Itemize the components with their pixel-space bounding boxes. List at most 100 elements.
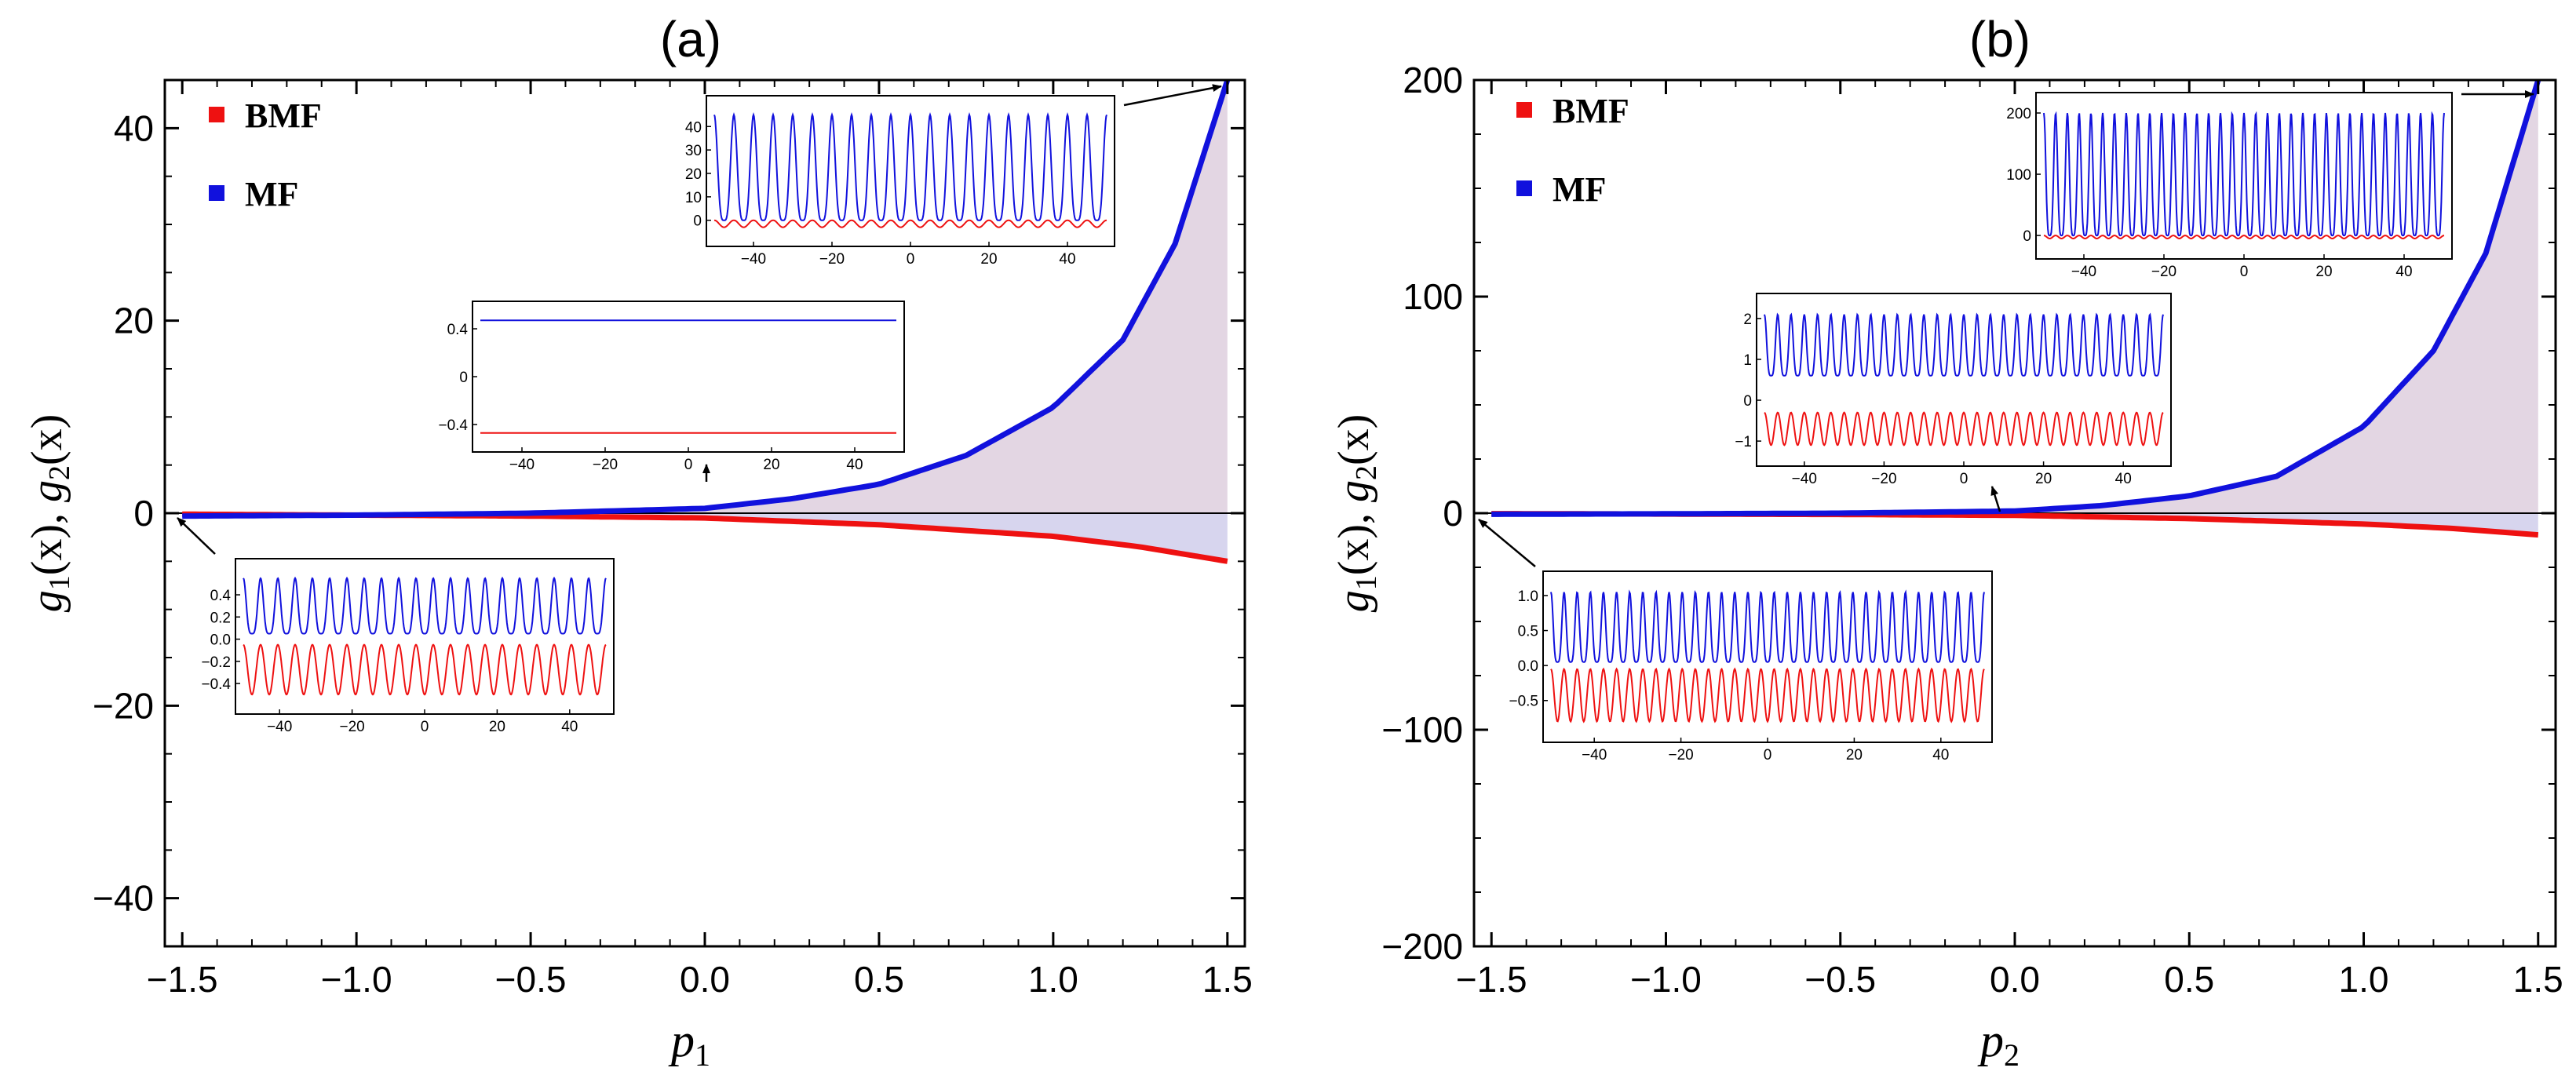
inset-x-tick-label: 0 [907,251,915,268]
inset-x-tick-label: −40 [267,719,292,735]
mf-shaded-area [1491,80,2538,513]
inset-mf-curve [2043,111,2445,237]
y-label-g1: g [1330,590,1378,612]
inset-mf-curve [713,112,1107,221]
inset-y-tick-label: 1 [1743,352,1752,369]
inset-pointer-arrow [1990,486,2001,512]
inset-y-tick-label: 0.2 [210,610,231,626]
y-label-mid: (x), [23,502,71,575]
x-axis-label-main: p [1977,1015,2004,1066]
inset-y-tick-label: 1.0 [1518,589,1538,605]
inset-y-tick-label: 40 [685,119,702,136]
inset-x-tick-label: −20 [1871,471,1896,487]
legend-swatch-bmf [209,107,224,122]
x-tick-label: −1.0 [321,959,392,1000]
x-tick-label: 1.5 [1202,959,1253,1000]
inset-y-tick-label: 200 [2006,106,2031,122]
inset-x-tick-label: −20 [593,457,618,473]
inset-bottom: −40 −20 0 20 40 0.4 0.2 0.0 −0.2 −0.4 [177,517,615,735]
inset-x-tick-label: −20 [1668,747,1693,763]
panel-label: (a) [660,11,721,67]
inset-frame [472,301,905,453]
inset-x-tick-label: −40 [2071,264,2096,280]
y-label-end: (x) [1330,414,1378,465]
inset-x-tick-label: 20 [2035,471,2052,487]
inset-frame [235,558,615,715]
inset-y-tick-label: −1 [1735,434,1752,450]
inset-x-tick-label: 20 [1846,747,1863,763]
inset-x-tick-label: 40 [1932,747,1949,763]
inset-x-tick-label: 40 [846,457,863,473]
x-axis-label-subscript: 2 [2004,1037,2020,1073]
x-tick-label: −1.5 [147,959,218,1000]
y-tick-label: −100 [1381,709,1463,750]
legend-label-bmf: BMF [245,97,322,135]
inset-y-tick-label: 0 [1743,393,1752,410]
y-axis-label: g1(x), g2(x) [1330,414,1383,613]
inset-bmf-curve [2043,235,2445,240]
inset-x-tick-label: 0 [684,457,693,473]
series-line-mf [1491,78,2541,517]
y-label-sub2: 2 [43,465,76,480]
inset-y-tick-label: −0.2 [201,654,231,671]
panel-a: (a)−1.5 −1.0 −0.5 0.0 0.5 1.0 1.5−40−2002040p1… [23,11,1253,1073]
inset-x-tick-label: 40 [1059,251,1075,268]
x-axis-label: p1 [668,1015,710,1073]
legend-label-mf: MF [245,175,298,213]
inset-x-tick-label: 20 [489,719,505,735]
x-tick-label: 0.0 [1990,959,2040,1000]
series-line-mf [182,78,1231,519]
x-tick-label: 0.5 [2164,959,2214,1000]
x-tick-label: 0.0 [680,959,730,1000]
y-tick-label: 20 [114,301,154,341]
legend-swatch-bmf [1516,102,1532,118]
y-label-sub1: 1 [1350,575,1383,590]
y-tick-label: 200 [1403,60,1463,100]
x-tick-label: 1.0 [2339,959,2389,1000]
inset-bottom: −40 −20 0 20 40 1.0 0.5 0.0 −0.5 [1478,519,1993,763]
inset-x-tick-label: 40 [561,719,578,735]
y-tick-label: 100 [1403,276,1463,317]
y-label-sub1: 1 [43,575,76,590]
inset-x-tick-label: −40 [509,457,535,473]
y-label-mid: (x), [1330,502,1378,575]
inset-x-tick-label: −20 [2151,264,2176,280]
y-tick-label: −200 [1381,926,1463,967]
legend-label-bmf: BMF [1553,92,1629,130]
inset-y-tick-label: 2 [1743,312,1752,328]
x-axis-label: p2 [1977,1015,2020,1073]
panel-label: (b) [1969,11,2031,67]
bmf-shaded-area [182,513,1228,562]
inset-bmf-curve [243,643,607,696]
inset-x-tick-label: 20 [763,457,779,473]
inset-y-tick-label: 0.4 [447,322,469,338]
inset-y-tick-label: 0.4 [210,588,232,604]
inset-x-tick-label: −20 [339,719,364,735]
x-axis-label-main: p [668,1015,695,1066]
inset-x-tick-label: −40 [1792,471,1817,487]
inset-mf-curve [1550,589,1985,663]
inset-pointer-arrow [177,517,216,555]
inset-x-tick-label: −20 [819,251,845,268]
y-tick-label: 0 [1443,493,1463,534]
inset-bmf-curve [1550,667,1985,723]
inset-x-tick-label: 40 [2395,264,2412,280]
y-tick-label: −40 [93,878,154,919]
y-label-g1: g [23,590,71,612]
inset-pointer-arrow [1123,84,1222,107]
legend-label-mf: MF [1553,170,1606,209]
inset-pointer-arrow [1478,519,1536,567]
y-label-g2: g [23,480,71,502]
x-tick-label: −0.5 [495,959,567,1000]
inset-y-tick-label: 0 [459,370,468,386]
inset-y-tick-label: 0 [693,213,702,230]
x-tick-label: 1.5 [2513,959,2563,1000]
inset-mf-curve [243,576,607,635]
inset-top: −40 −20 0 20 40 40 30 20 10 0 [685,84,1222,268]
inset-y-tick-label: 0.0 [1518,658,1538,675]
inset-frame [1542,570,1993,743]
inset-y-tick-label: −0.4 [201,676,231,693]
inset-x-tick-label: 20 [980,251,997,268]
inset-x-tick-label: −40 [1582,747,1607,763]
inset-y-tick-label: −0.4 [438,417,468,434]
